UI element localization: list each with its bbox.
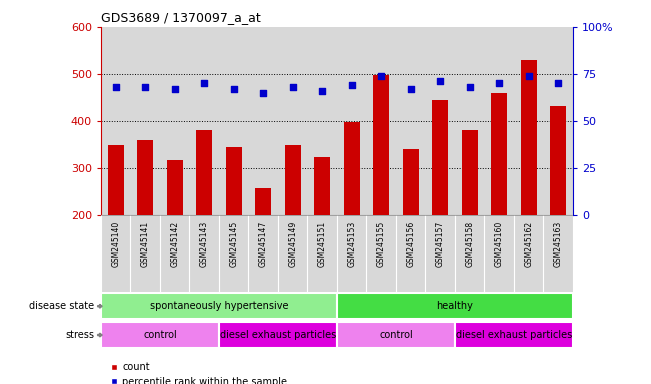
Text: GSM245147: GSM245147: [258, 221, 268, 267]
Text: GSM245156: GSM245156: [406, 221, 415, 267]
Text: GSM245151: GSM245151: [318, 221, 327, 267]
Point: [199, 80, 210, 86]
Bar: [101, 322, 219, 348]
Bar: [225, 147, 242, 215]
Text: GSM245142: GSM245142: [170, 221, 179, 267]
Point: [258, 90, 268, 96]
Point: [346, 82, 357, 88]
Text: stress: stress: [65, 330, 94, 340]
Point: [169, 86, 180, 92]
Text: healthy: healthy: [436, 301, 473, 311]
Point: [553, 80, 563, 86]
Text: GSM245143: GSM245143: [200, 221, 209, 267]
Bar: [196, 130, 212, 215]
Bar: [402, 149, 419, 215]
Text: GDS3689 / 1370097_a_at: GDS3689 / 1370097_a_at: [101, 11, 260, 24]
Point: [111, 84, 121, 90]
Bar: [521, 60, 536, 215]
Text: GSM245163: GSM245163: [553, 221, 562, 267]
Bar: [337, 322, 455, 348]
Bar: [284, 145, 301, 215]
Text: GSM245153: GSM245153: [347, 221, 356, 267]
Text: GSM245140: GSM245140: [111, 221, 120, 267]
Text: GSM245158: GSM245158: [465, 221, 474, 267]
Point: [376, 73, 386, 79]
Bar: [255, 188, 271, 215]
Text: GSM245162: GSM245162: [524, 221, 533, 267]
Point: [288, 84, 298, 90]
Point: [229, 86, 239, 92]
Point: [523, 73, 534, 79]
Point: [464, 84, 475, 90]
Text: control: control: [143, 330, 177, 340]
Legend: count, percentile rank within the sample: count, percentile rank within the sample: [105, 358, 291, 384]
Text: control: control: [379, 330, 413, 340]
Text: spontaneously hypertensive: spontaneously hypertensive: [150, 301, 288, 311]
Bar: [137, 140, 153, 215]
Text: GSM245145: GSM245145: [229, 221, 238, 267]
Bar: [550, 106, 566, 215]
Point: [140, 84, 150, 90]
Point: [406, 86, 416, 92]
Bar: [432, 100, 449, 215]
Bar: [491, 93, 507, 215]
Bar: [101, 293, 337, 319]
Bar: [344, 122, 360, 215]
Point: [494, 80, 505, 86]
Bar: [167, 159, 183, 215]
Bar: [455, 322, 573, 348]
Bar: [314, 157, 330, 215]
Text: GSM245141: GSM245141: [141, 221, 150, 267]
Bar: [373, 75, 389, 215]
Text: GSM245157: GSM245157: [436, 221, 445, 267]
Point: [435, 78, 445, 84]
Text: GSM245149: GSM245149: [288, 221, 297, 267]
Bar: [462, 131, 478, 215]
Bar: [107, 146, 124, 215]
Text: diesel exhaust particles: diesel exhaust particles: [220, 330, 336, 340]
Bar: [219, 322, 337, 348]
Text: GSM245160: GSM245160: [495, 221, 504, 267]
Text: disease state: disease state: [29, 301, 94, 311]
Bar: [337, 293, 573, 319]
Text: GSM245155: GSM245155: [377, 221, 385, 267]
Point: [317, 88, 327, 94]
Text: diesel exhaust particles: diesel exhaust particles: [456, 330, 572, 340]
